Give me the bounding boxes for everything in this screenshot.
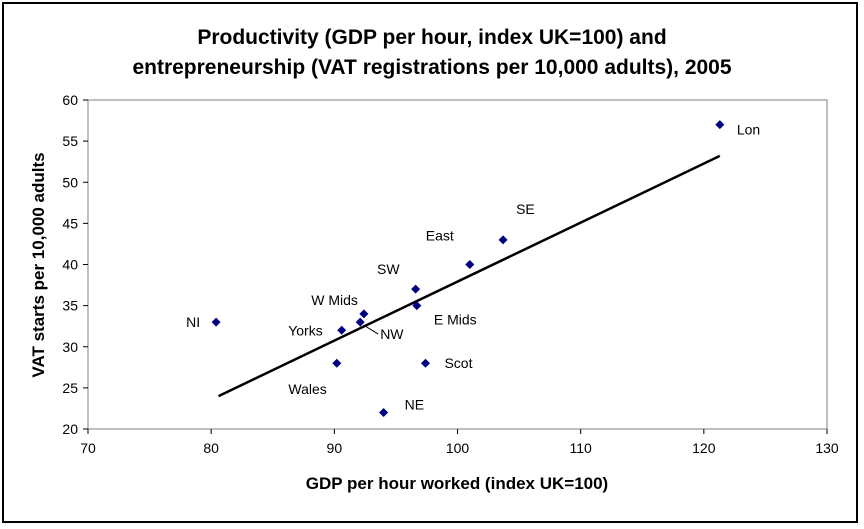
plot-area — [87, 99, 828, 430]
nw-leader-line — [364, 325, 379, 335]
chart-title-line-1: Productivity (GDP per hour, index UK=100… — [197, 26, 666, 49]
point-label-lon: Lon — [737, 122, 760, 138]
data-point-e-mids — [412, 301, 422, 311]
x-tick-label: 90 — [327, 440, 343, 456]
y-tick-label: 35 — [62, 298, 78, 314]
y-axis-title: VAT starts per 10,000 adults — [29, 152, 48, 377]
x-tick-label: 130 — [815, 440, 839, 456]
chart-frame — [2, 2, 858, 523]
data-point-nw — [355, 317, 365, 327]
y-tick-label: 45 — [62, 215, 78, 231]
trendline — [218, 154, 721, 398]
point-label-east: East — [426, 228, 454, 244]
data-point-se — [498, 235, 508, 245]
data-point-yorks — [337, 325, 347, 335]
data-point-w-mids — [359, 309, 369, 319]
point-label-yorks: Yorks — [288, 322, 323, 338]
data-point-ne — [379, 408, 389, 418]
x-tick-label: 100 — [446, 440, 470, 456]
y-tick-label: 30 — [62, 339, 78, 355]
point-label-w-mids: W Mids — [311, 292, 358, 308]
x-tick-label: 80 — [203, 440, 219, 456]
point-labels: Lon SE East SW E Mids W Mids NW NI Yorks Scot Wale… — [186, 122, 760, 413]
point-label-sw: SW — [377, 261, 400, 277]
data-point-ni — [211, 317, 221, 327]
axis-ticks: 70 80 90 100 110 120 130 20 25 30 35 40 45 50 55 60 — [62, 92, 838, 456]
y-tick-label: 55 — [62, 133, 78, 149]
x-tick-label: 110 — [570, 440, 593, 456]
point-label-scot: Scot — [444, 355, 472, 371]
y-tick-label: 20 — [62, 421, 78, 437]
data-point-sw — [411, 284, 421, 294]
x-tick-label: 70 — [80, 440, 96, 456]
point-label-ne: NE — [405, 397, 424, 413]
data-point-lon — [715, 120, 725, 130]
y-tick-label: 40 — [62, 257, 78, 273]
y-tick-label: 60 — [62, 92, 78, 108]
y-tick-label: 50 — [62, 174, 78, 190]
chart-title-line-2: entrepreneurship (VAT registrations per … — [132, 56, 731, 79]
point-label-e-mids: E Mids — [434, 312, 477, 328]
x-tick-label: 120 — [692, 440, 716, 456]
y-tick-label: 25 — [62, 380, 78, 396]
data-point-wales — [332, 358, 342, 368]
x-axis-title: GDP per hour worked (index UK=100) — [306, 474, 608, 493]
point-label-se: SE — [516, 201, 535, 217]
point-label-nw: NW — [380, 326, 404, 342]
data-point-scot — [420, 358, 430, 368]
point-label-ni: NI — [186, 314, 200, 330]
data-point-east — [465, 260, 475, 269]
data-points — [211, 120, 725, 418]
point-label-wales: Wales — [288, 381, 326, 397]
trendline-group — [218, 154, 721, 398]
